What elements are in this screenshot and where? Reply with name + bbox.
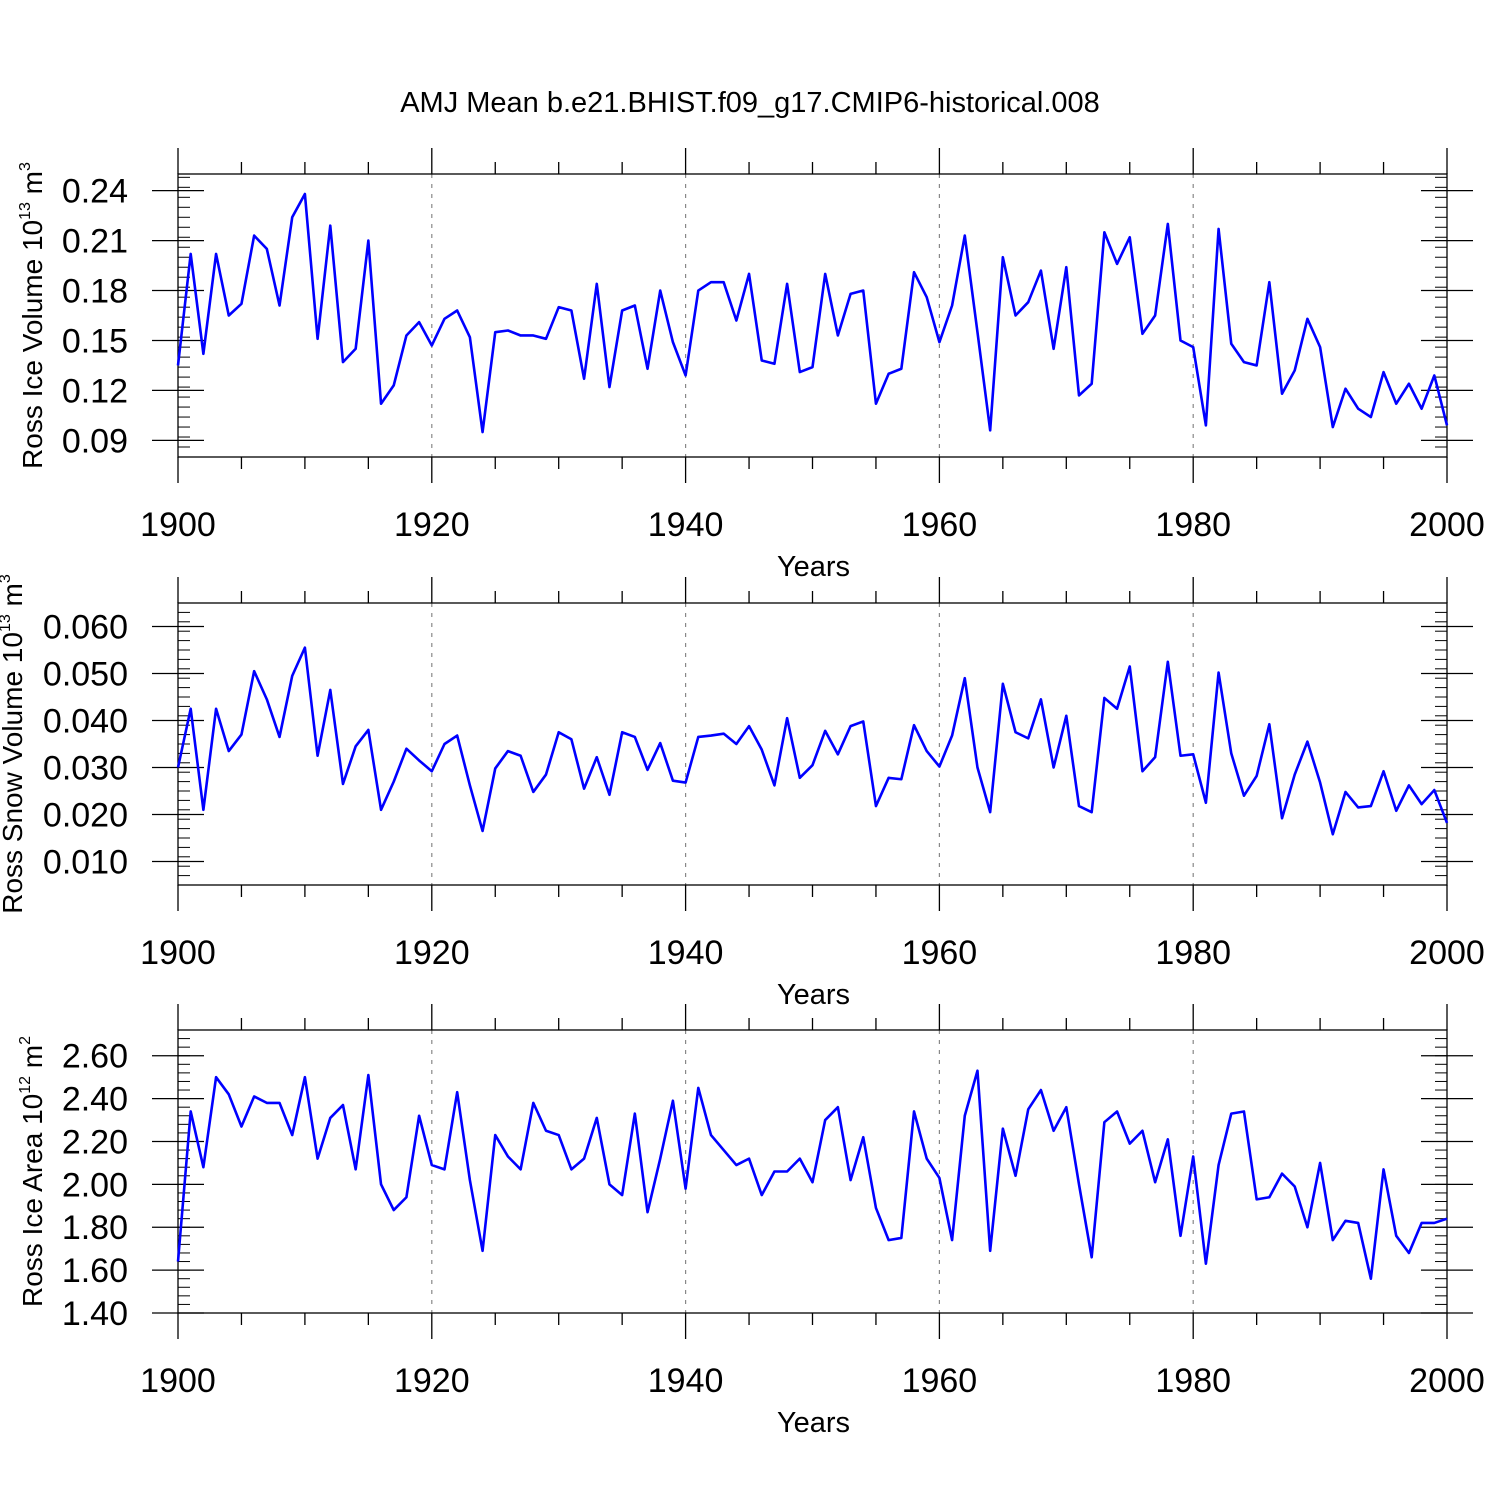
- y-tick-label: 0.15: [62, 322, 128, 360]
- series-line: [176, 192, 1449, 434]
- y-tick-label: 0.050: [43, 656, 128, 694]
- y-tick-label: 2.40: [62, 1081, 128, 1119]
- panel-3: 1.40 1.60 1.80 2.00 2.20 2.40 2.60 1900 1920 1940…: [17, 1004, 1485, 1439]
- x-tick-label: 1940: [648, 934, 724, 972]
- x-tick-label: 1900: [140, 506, 216, 544]
- plot-frame: [177, 173, 1448, 458]
- plot-frame: [177, 602, 1448, 886]
- y-tick-label: 0.18: [62, 273, 128, 311]
- x-tick-label: 1960: [902, 934, 978, 972]
- y-tick-label: 0.030: [43, 750, 128, 788]
- y-axis-title: Ross Ice Area 1012 m2: [17, 1036, 48, 1307]
- x-tick-label: 2000: [1409, 934, 1485, 972]
- x-axis-title: Years: [777, 1407, 850, 1439]
- panel-2: 0.010 0.020 0.030 0.040 0.050 0.060 1900 1920 19…: [0, 574, 1485, 1011]
- x-tick-label: 1920: [394, 506, 470, 544]
- y-tick-label: 0.020: [43, 797, 128, 835]
- y-tick-label: 0.09: [62, 422, 128, 460]
- x-tick-label: 1940: [648, 1362, 724, 1400]
- x-tick-label: 1980: [1155, 506, 1231, 544]
- chart-title: AMJ Mean b.e21.BHIST.f09_g17.CMIP6-histo…: [400, 87, 1100, 119]
- y-tick-label: 0.010: [43, 844, 128, 882]
- y-axis-title: Ross Snow Volume 1013 m3: [0, 574, 28, 914]
- series-line: [176, 1069, 1448, 1280]
- y-tick-label: 2.20: [62, 1123, 128, 1161]
- x-axis-title: Years: [777, 551, 850, 583]
- plot-frame: [177, 1029, 1448, 1314]
- x-axis-title: Years: [777, 979, 850, 1011]
- y-axis-title: Ross Ice Volume 1013 m3: [17, 162, 48, 469]
- x-tick-label: 1940: [648, 506, 724, 544]
- y-tick-label: 0.040: [43, 703, 128, 741]
- x-tick-label: 1960: [902, 506, 978, 544]
- y-tick-label: 0.12: [62, 372, 128, 410]
- y-tick-label: 1.80: [62, 1209, 128, 1247]
- panel-1: 0.09 0.12 0.15 0.18 0.21 0.24 1900 1920 1940 1960…: [17, 148, 1485, 583]
- x-tick-label: 1960: [902, 1362, 978, 1400]
- y-tick-label: 1.40: [62, 1295, 128, 1333]
- x-tick-label: 1920: [394, 1362, 470, 1400]
- x-tick-label: 1900: [140, 1362, 216, 1400]
- x-tick-label: 1920: [394, 934, 470, 972]
- y-tick-label: 0.060: [43, 609, 128, 647]
- x-tick-label: 1980: [1155, 1362, 1231, 1400]
- x-tick-label: 2000: [1409, 506, 1485, 544]
- y-tick-label: 0.24: [62, 173, 128, 211]
- y-tick-label: 2.00: [62, 1166, 128, 1204]
- y-tick-label: 0.21: [62, 223, 128, 261]
- series-line: [176, 646, 1449, 836]
- x-tick-label: 1980: [1155, 934, 1231, 972]
- x-tick-label: 2000: [1409, 1362, 1485, 1400]
- y-tick-label: 1.60: [62, 1252, 128, 1290]
- x-tick-label: 1900: [140, 934, 216, 972]
- y-tick-label: 2.60: [62, 1038, 128, 1076]
